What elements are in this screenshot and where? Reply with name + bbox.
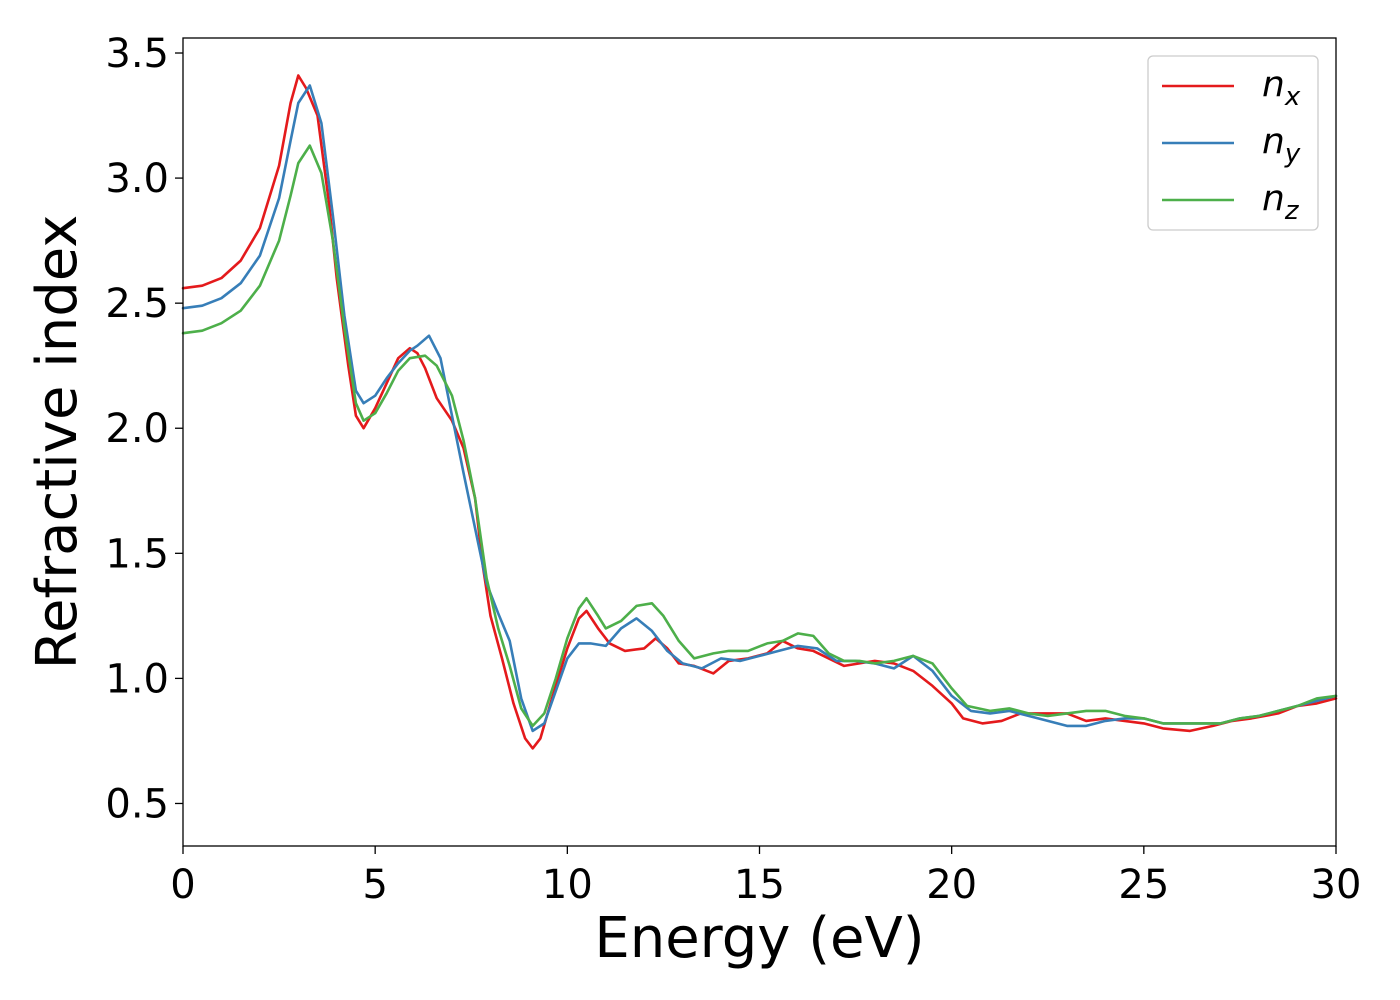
y-tick-label: 0.5: [105, 781, 169, 827]
y-axis-label: Refractive index: [25, 215, 90, 670]
legend-label-subscript: z: [1284, 196, 1300, 226]
legend-label-nz: nz: [1262, 178, 1300, 226]
legend-label-base: n: [1262, 178, 1285, 219]
x-tick-label: 10: [542, 862, 593, 908]
y-tick-label: 3.5: [105, 31, 169, 77]
legend-label-subscript: x: [1284, 82, 1301, 112]
x-tick-label: 20: [926, 862, 977, 908]
series-line-nx: [181, 74, 1338, 750]
x-axis: 0 5 10 15 20 25 30: [170, 846, 1361, 908]
legend-label-nx: nx: [1262, 64, 1301, 112]
legend-label-ny: ny: [1262, 121, 1301, 169]
series-line-nz: [181, 144, 1338, 728]
x-tick-label: 15: [734, 862, 785, 908]
series-line-ny: [181, 84, 1338, 733]
x-tick-label: 30: [1311, 862, 1362, 908]
y-tick-label: 1.5: [105, 531, 169, 577]
legend-label-base: n: [1262, 64, 1285, 105]
legend-label-base: n: [1262, 121, 1285, 162]
y-tick-label: 2.5: [105, 281, 169, 327]
x-axis-label: Energy (eV): [594, 906, 924, 971]
x-tick-label: 0: [170, 862, 195, 908]
x-tick-label: 5: [362, 862, 387, 908]
y-axis: 0.5 1.0 1.5 2.0 2.5 3.0 3.5: [105, 31, 183, 827]
y-tick-label: 1.0: [105, 656, 169, 702]
series-layer: [181, 74, 1338, 750]
x-tick-label: 25: [1118, 862, 1169, 908]
y-tick-label: 3.0: [105, 156, 169, 202]
legend-label-subscript: y: [1284, 139, 1301, 169]
y-tick-label: 2.0: [105, 406, 169, 452]
